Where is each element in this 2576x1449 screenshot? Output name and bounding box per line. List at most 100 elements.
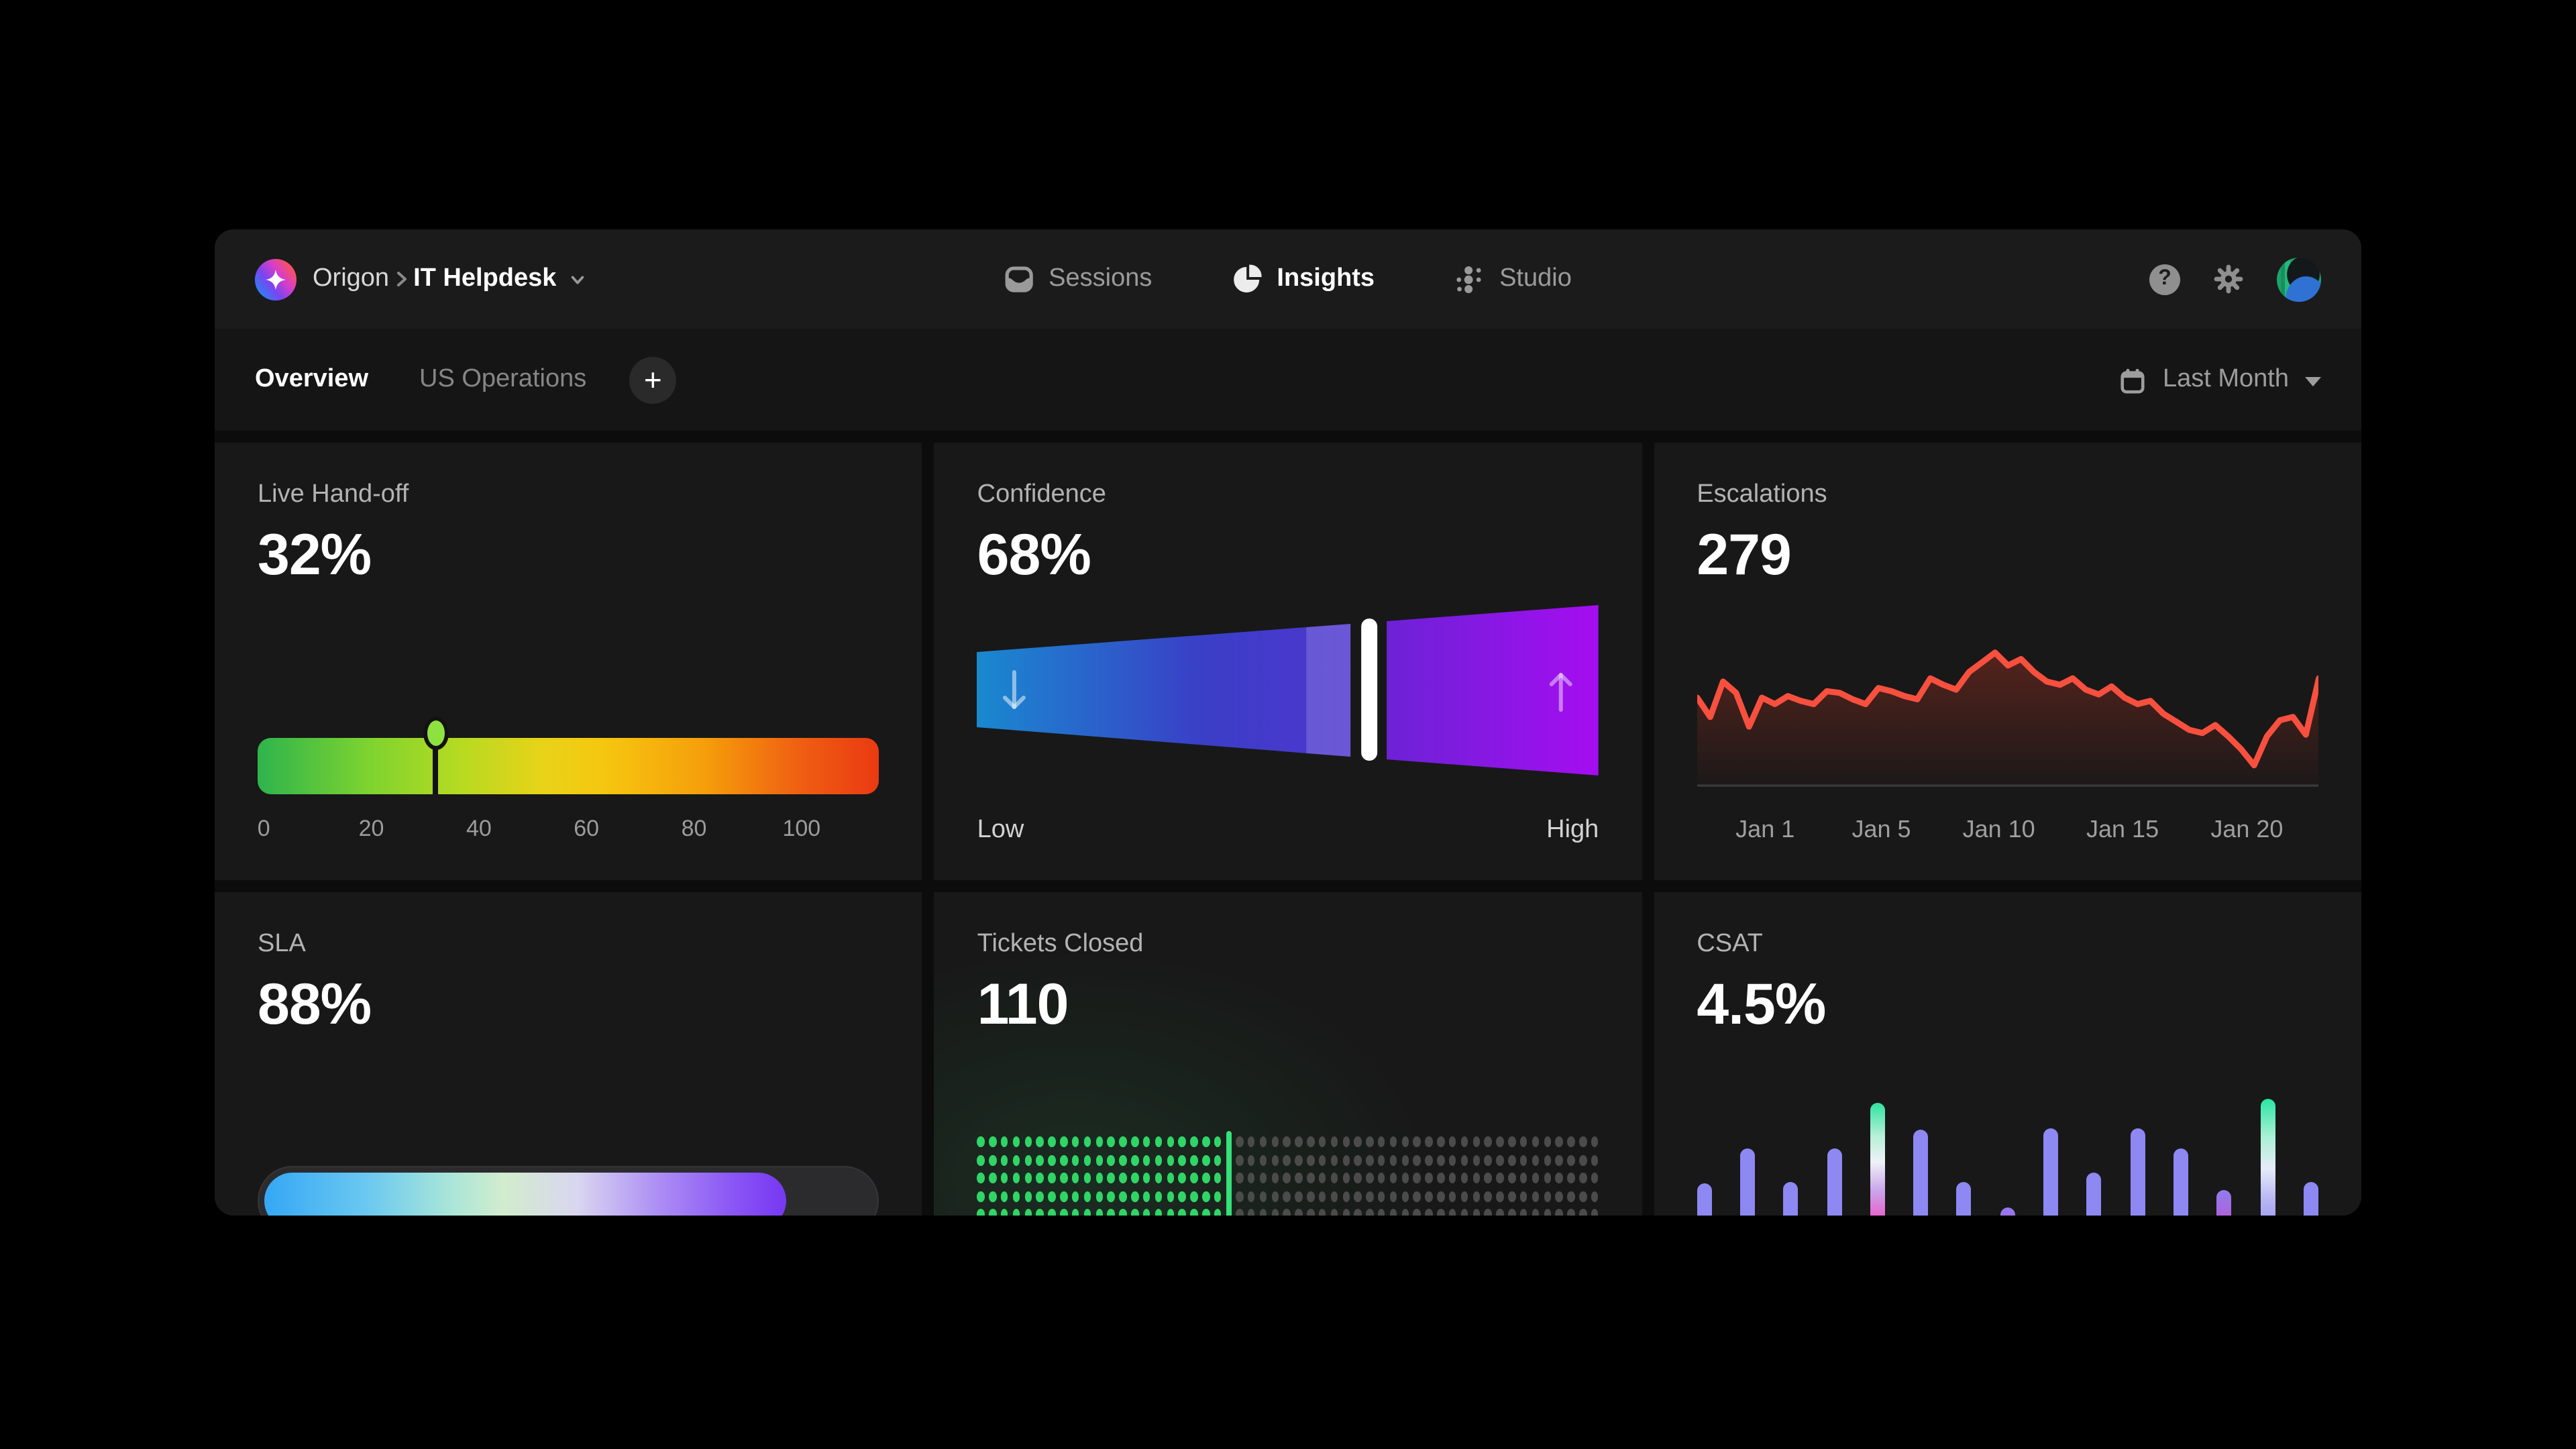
matrix-dot <box>1544 1155 1552 1166</box>
card-live-handoff: Live Hand-off 32% 0 20 40 60 80 100 <box>215 443 922 880</box>
matrix-dot <box>1401 1173 1409 1184</box>
matrix-dot <box>1579 1173 1587 1184</box>
matrix-dot <box>1083 1209 1091 1216</box>
matrix-dot <box>1190 1155 1198 1166</box>
dot-column <box>1567 1136 1575 1216</box>
csat-bar[interactable] <box>2086 1173 2102 1216</box>
help-icon[interactable]: ? <box>2149 264 2180 294</box>
gauge-tick-labels: 0 20 40 60 80 100 <box>258 816 879 845</box>
matrix-dot <box>1496 1209 1504 1216</box>
matrix-dot <box>1567 1155 1575 1166</box>
line-chart[interactable] <box>1693 610 2322 788</box>
matrix-dot <box>1095 1136 1104 1147</box>
matrix-dot <box>1330 1209 1338 1216</box>
matrix-dot <box>1024 1209 1032 1216</box>
dot-column <box>1413 1136 1421 1216</box>
csat-bar[interactable] <box>1913 1130 1929 1216</box>
matrix-dot <box>1142 1155 1150 1166</box>
csat-bar[interactable] <box>2260 1099 2275 1216</box>
matrix-dot <box>1366 1209 1374 1216</box>
workspace-switcher[interactable]: IT Helpdesk <box>413 264 586 294</box>
matrix-dot <box>1190 1191 1198 1202</box>
csat-bar[interactable] <box>1956 1182 1972 1216</box>
matrix-dot <box>1508 1155 1516 1166</box>
sla-progress-track[interactable] <box>258 1166 879 1216</box>
matrix-dot <box>1519 1209 1527 1216</box>
view-tab-overview[interactable]: Overview <box>255 365 368 393</box>
tab-studio[interactable]: Studio <box>1455 264 1572 294</box>
matrix-dot <box>1460 1136 1468 1147</box>
csat-bar[interactable] <box>1697 1183 1712 1216</box>
matrix-dot <box>1460 1191 1468 1202</box>
matrix-dot <box>1425 1173 1433 1184</box>
csat-bar[interactable] <box>1827 1148 1842 1216</box>
csat-bar[interactable] <box>1739 1148 1755 1216</box>
matrix-dot <box>989 1173 997 1184</box>
tab-sessions[interactable]: Sessions <box>1004 264 1152 294</box>
avatar[interactable] <box>2277 257 2321 301</box>
matrix-dot <box>1460 1173 1468 1184</box>
matrix-dot <box>1247 1155 1255 1166</box>
dot-column <box>1083 1136 1091 1216</box>
brand-group[interactable]: Origon <box>255 258 389 300</box>
add-view-button[interactable]: + <box>629 356 677 403</box>
bar-chart[interactable] <box>1697 1096 2318 1216</box>
csat-bar[interactable] <box>2043 1128 2059 1216</box>
gauge-marker[interactable] <box>423 716 449 794</box>
funnel-marker[interactable] <box>1361 619 1378 761</box>
card-title: SLA <box>258 930 306 958</box>
matrix-dot <box>1012 1173 1020 1184</box>
dot-column <box>1060 1136 1068 1216</box>
matrix-dot <box>1401 1155 1409 1166</box>
dot-column <box>1178 1136 1186 1216</box>
sla-progress-fill <box>264 1173 787 1216</box>
funnel-chart[interactable] <box>977 589 1599 790</box>
matrix-dot <box>1591 1209 1599 1216</box>
csat-bar[interactable] <box>2000 1208 2015 1216</box>
matrix-dot <box>1131 1155 1139 1166</box>
matrix-dot <box>1036 1136 1044 1147</box>
matrix-dot <box>1178 1155 1186 1166</box>
matrix-dot <box>1178 1136 1186 1147</box>
matrix-dot <box>1178 1173 1186 1184</box>
csat-bar[interactable] <box>2130 1128 2145 1216</box>
workspace-name: IT Helpdesk <box>413 264 557 292</box>
matrix-dot <box>1307 1173 1315 1184</box>
matrix-dot <box>1178 1209 1186 1216</box>
gear-icon[interactable] <box>2212 263 2245 295</box>
matrix-dot <box>1437 1136 1445 1147</box>
x-axis-labels: Jan 1 Jan 5 Jan 10 Jan 15 Jan 20 <box>1697 816 2318 845</box>
csat-bar[interactable] <box>2216 1190 2232 1216</box>
matrix-dot <box>1591 1136 1599 1147</box>
csat-bar[interactable] <box>2173 1148 2188 1216</box>
funnel-left-wedge <box>977 624 1351 757</box>
matrix-dot <box>1472 1209 1481 1216</box>
matrix-dot <box>1579 1191 1587 1202</box>
matrix-dot <box>1555 1173 1563 1184</box>
matrix-dot <box>1295 1173 1303 1184</box>
dot-column <box>1119 1136 1127 1216</box>
matrix-dot <box>1012 1191 1020 1202</box>
csat-bar[interactable] <box>1783 1182 1799 1216</box>
matrix-dot <box>989 1136 997 1147</box>
rainbow-gauge[interactable] <box>258 716 879 794</box>
matrix-dot <box>1071 1191 1079 1202</box>
dot-column <box>1202 1136 1210 1216</box>
matrix-dot <box>1095 1155 1104 1166</box>
view-tab-us-operations[interactable]: US Operations <box>419 365 587 393</box>
tab-insights[interactable]: Insights <box>1232 264 1375 294</box>
caret-down-icon <box>2305 376 2321 386</box>
tick-label: 20 <box>358 816 384 841</box>
matrix-dot <box>1496 1155 1504 1166</box>
matrix-dot <box>1142 1173 1150 1184</box>
dot-column <box>1012 1136 1020 1216</box>
x-axis-label: Jan 15 <box>2086 816 2159 843</box>
matrix-dot <box>1425 1155 1433 1166</box>
csat-bar[interactable] <box>2303 1182 2318 1216</box>
date-range-filter[interactable]: Last Month <box>2118 365 2321 394</box>
calendar-icon <box>2121 368 2145 393</box>
csat-bar[interactable] <box>1870 1103 1885 1216</box>
x-axis-label: Jan 1 <box>1735 816 1795 843</box>
matrix-dot <box>1214 1173 1222 1184</box>
